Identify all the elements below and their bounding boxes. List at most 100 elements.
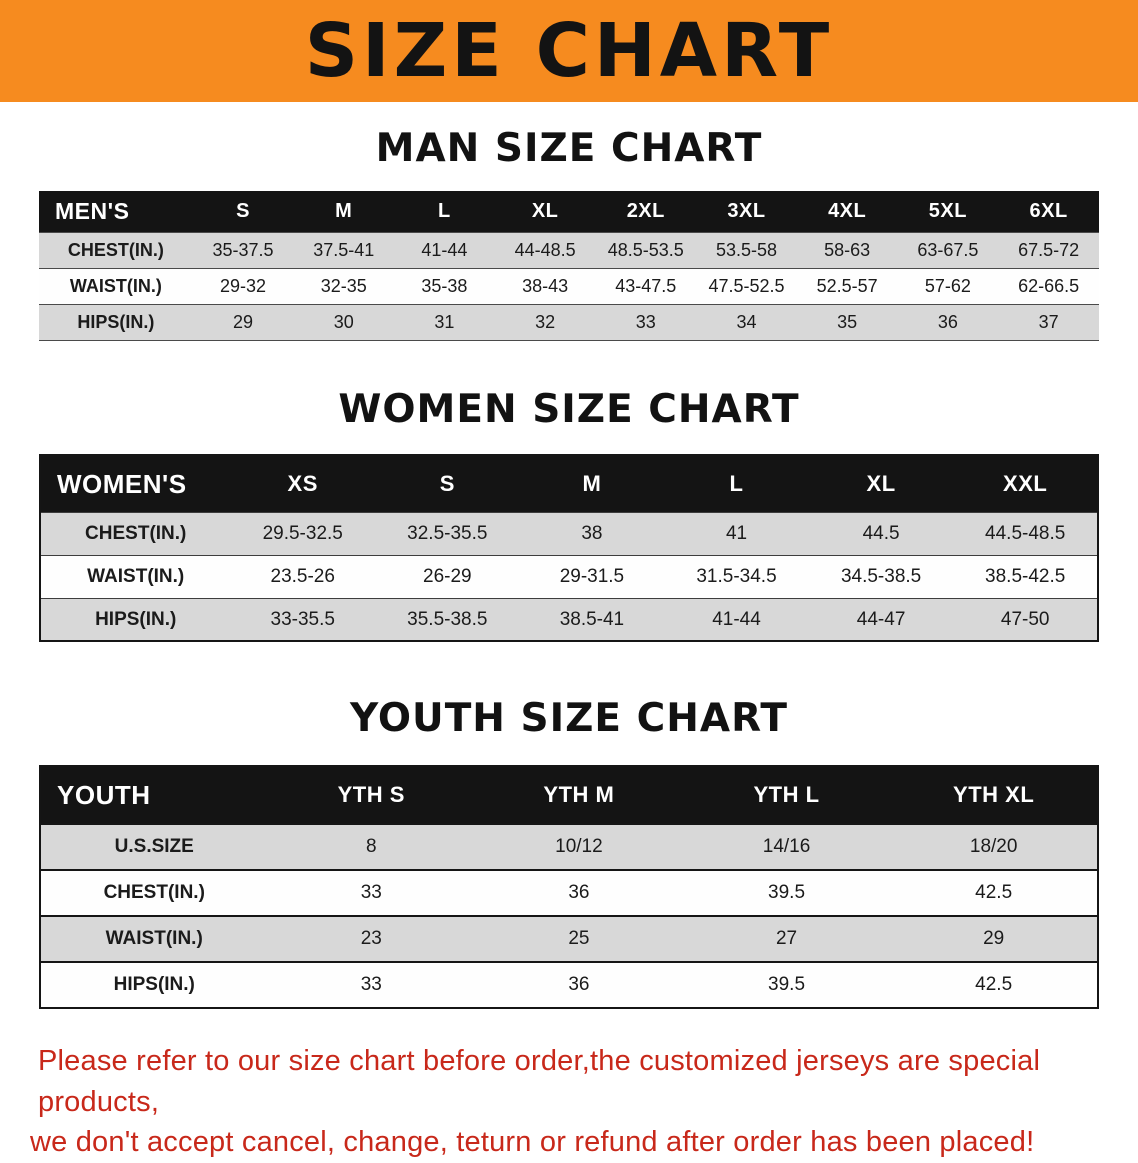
value-cell: 35-38 [394, 268, 495, 305]
table-row: WAIST(IN.) 23.5-26 26-29 29-31.5 31.5-34.5 34… [40, 554, 1098, 599]
table-row: HIPS(IN.) 33-35.5 35.5-38.5 38.5-41 41-44 44-… [40, 597, 1098, 642]
value-cell: 38.5-41 [519, 597, 665, 642]
size-header-cell: 5XL [897, 190, 999, 233]
women-size-table: WOMEN'S XS S M L XL XXL CHEST(IN.) 29.5-32.5 32.5… [39, 454, 1099, 643]
value-cell: 33-35.5 [230, 597, 376, 642]
row-label-cell: HIPS(IN.) [39, 304, 193, 342]
value-cell: 67.5-72 [998, 232, 1099, 269]
value-cell: 10/12 [475, 823, 683, 871]
value-cell: 29.5-32.5 [230, 511, 376, 556]
table-row: WAIST(IN.) 23 25 27 29 [40, 915, 1098, 963]
man-section-heading: MAN SIZE CHART [375, 126, 763, 171]
table-row: CHEST(IN.) 29.5-32.5 32.5-35.5 38 41 44.5 44.5… [40, 511, 1098, 556]
size-header-cell: YTH XL [890, 766, 1098, 825]
row-label-cell: HIPS(IN.) [40, 597, 231, 642]
value-cell: 53.5-58 [696, 232, 797, 269]
value-cell: 35.5-38.5 [375, 597, 520, 642]
value-cell: 36 [475, 869, 683, 917]
value-cell: 14/16 [682, 823, 891, 871]
table-row: CHEST(IN.) 35-37.5 37.5-41 41-44 44-48.5 48.5… [39, 232, 1099, 269]
value-cell: 29 [192, 304, 294, 342]
banner-title: SIZE CHART [304, 8, 834, 94]
value-cell: 34 [696, 304, 797, 342]
value-cell: 39.5 [682, 869, 891, 917]
size-chart-banner: SIZE CHART [0, 0, 1138, 102]
size-header-cell: XL [808, 455, 954, 513]
value-cell: 29 [890, 915, 1098, 963]
size-header-cell: 6XL [998, 190, 1099, 233]
value-cell: 18/20 [890, 823, 1098, 871]
value-cell: 33 [267, 961, 476, 1009]
disclaimer-line-1: Please refer to our size chart before or… [38, 1045, 1041, 1118]
row-label-cell: HIPS(IN.) [40, 961, 268, 1009]
value-cell: 27 [682, 915, 891, 963]
value-cell: 32.5-35.5 [375, 511, 520, 556]
value-cell: 41-44 [394, 232, 495, 269]
value-cell: 29-31.5 [519, 554, 665, 599]
value-cell: 63-67.5 [897, 232, 999, 269]
value-cell: 33 [267, 869, 476, 917]
youth-section-heading: YOUTH SIZE CHART [350, 696, 788, 742]
value-cell: 36 [475, 961, 683, 1009]
value-cell: 23 [267, 915, 476, 963]
value-cell: 31 [394, 304, 495, 342]
table-title-cell: WOMEN'S [40, 455, 231, 513]
value-cell: 23.5-26 [230, 554, 376, 599]
disclaimer-note: Please refer to our size chart before or… [30, 1041, 1100, 1163]
value-cell: 42.5 [890, 961, 1098, 1009]
value-cell: 48.5-53.5 [595, 232, 697, 269]
row-label-cell: U.S.SIZE [40, 823, 268, 871]
size-header-cell: M [519, 455, 665, 513]
value-cell: 62-66.5 [998, 268, 1099, 305]
value-cell: 30 [293, 304, 395, 342]
value-cell: 29-32 [192, 268, 294, 305]
size-header-cell: XXL [953, 455, 1098, 513]
value-cell: 8 [267, 823, 476, 871]
size-header-cell: 3XL [696, 190, 797, 233]
table-row: CHEST(IN.) 33 36 39.5 42.5 [40, 869, 1098, 917]
size-header-cell: L [664, 455, 809, 513]
value-cell: 35-37.5 [192, 232, 294, 269]
youth-size-table: YOUTH YTH S YTH M YTH L YTH XL U.S.SIZE 8 10/12… [39, 765, 1099, 1010]
value-cell: 32 [494, 304, 596, 342]
value-cell: 38-43 [494, 268, 596, 305]
size-header-cell: L [394, 190, 495, 233]
value-cell: 41 [664, 511, 809, 556]
size-header-cell: S [375, 455, 520, 513]
row-label-cell: WAIST(IN.) [40, 915, 268, 963]
table-title-cell: MEN'S [39, 190, 193, 233]
table-row: WAIST(IN.) 29-32 32-35 35-38 38-43 43-47.5 47.… [39, 268, 1099, 305]
value-cell: 44-47 [808, 597, 954, 642]
value-cell: 37.5-41 [293, 232, 395, 269]
women-section-heading: WOMEN SIZE CHART [338, 387, 800, 433]
value-cell: 34.5-38.5 [808, 554, 954, 599]
table-row: U.S.SIZE 8 10/12 14/16 18/20 [40, 823, 1098, 871]
value-cell: 35 [796, 304, 898, 342]
table-header-row: YOUTH YTH S YTH M YTH L YTH XL [40, 766, 1098, 825]
men-size-table: MEN'S S M L XL 2XL 3XL 4XL 5XL 6XL CHEST(IN.) 35-37… [39, 190, 1099, 342]
table-row: HIPS(IN.) 29 30 31 32 33 34 35 36 37 [39, 304, 1099, 342]
size-header-cell: YTH M [475, 766, 683, 825]
row-label-cell: WAIST(IN.) [40, 554, 231, 599]
size-header-cell: YTH S [267, 766, 476, 825]
size-header-cell: YTH L [682, 766, 891, 825]
size-header-cell: S [192, 190, 294, 233]
value-cell: 33 [595, 304, 697, 342]
value-cell: 47.5-52.5 [696, 268, 797, 305]
value-cell: 58-63 [796, 232, 898, 269]
size-header-cell: M [293, 190, 395, 233]
value-cell: 44.5 [808, 511, 954, 556]
row-label-cell: WAIST(IN.) [39, 268, 193, 305]
row-label-cell: CHEST(IN.) [40, 511, 231, 556]
value-cell: 43-47.5 [595, 268, 697, 305]
disclaimer-line-2: we don't accept cancel, change, teturn o… [30, 1126, 1035, 1159]
value-cell: 38 [519, 511, 665, 556]
table-header-row: MEN'S S M L XL 2XL 3XL 4XL 5XL 6XL [39, 190, 1099, 233]
value-cell: 47-50 [953, 597, 1098, 642]
size-header-cell: 2XL [595, 190, 697, 233]
value-cell: 44-48.5 [494, 232, 596, 269]
table-header-row: WOMEN'S XS S M L XL XXL [40, 455, 1098, 513]
value-cell: 37 [998, 304, 1099, 342]
value-cell: 26-29 [375, 554, 520, 599]
value-cell: 57-62 [897, 268, 999, 305]
